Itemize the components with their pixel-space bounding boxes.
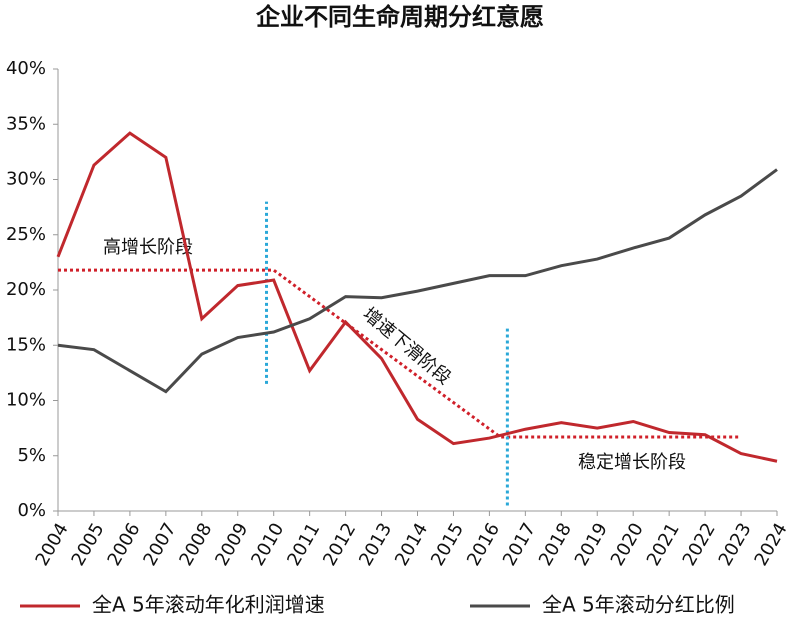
- y-tick-label: 40%: [6, 58, 46, 79]
- legend-label: 全A 5年滚动分红比例: [542, 593, 735, 617]
- y-tick-label: 5%: [17, 445, 46, 466]
- annotation: 稳定增长阶段: [578, 452, 686, 473]
- x-tick-label: 2022: [679, 520, 720, 570]
- x-tick-label: 2012: [319, 520, 360, 570]
- annotation: 高增长阶段: [103, 237, 193, 258]
- line-series: [56, 131, 778, 463]
- x-tick-label: 2016: [463, 520, 504, 570]
- x-tick-label: 2023: [715, 520, 756, 570]
- chart-title: 企业不同生命周期分红意愿: [256, 3, 544, 31]
- annotation: 增速下滑阶段: [359, 304, 455, 390]
- y-tick-label: 30%: [6, 169, 46, 190]
- x-tick-label: 2017: [499, 520, 540, 570]
- x-tick-label: 2010: [247, 520, 288, 570]
- legend-label: 全A 5年滚动年化利润增速: [92, 593, 325, 617]
- x-tick-label: 2018: [535, 520, 576, 570]
- trend-line: [58, 268, 742, 439]
- x-tick-label: 2005: [68, 520, 109, 570]
- x-tick-label: 2021: [643, 520, 684, 570]
- x-tick-label: 2008: [175, 520, 216, 570]
- x-tick-label: 2015: [427, 520, 468, 570]
- x-tick-label: 2024: [751, 520, 792, 570]
- x-tick-label: 2020: [607, 520, 648, 570]
- x-tick-label: 2007: [139, 520, 180, 570]
- line-series: [57, 168, 778, 394]
- y-tick-label: 10%: [6, 390, 46, 411]
- x-tick-label: 2013: [355, 520, 396, 570]
- y-tick-label: 0%: [17, 500, 46, 521]
- y-tick-label: 15%: [6, 334, 46, 355]
- y-tick-label: 35%: [6, 113, 46, 134]
- x-tick-label: 2006: [103, 520, 144, 570]
- x-tick-label: 2014: [391, 520, 432, 570]
- y-tick-label: 20%: [6, 279, 46, 300]
- x-tick-label: 2011: [283, 520, 324, 570]
- y-tick-label: 25%: [6, 224, 46, 245]
- x-tick-label: 2009: [211, 520, 252, 570]
- x-tick-label: 2004: [32, 520, 73, 570]
- x-tick-label: 2019: [571, 520, 612, 570]
